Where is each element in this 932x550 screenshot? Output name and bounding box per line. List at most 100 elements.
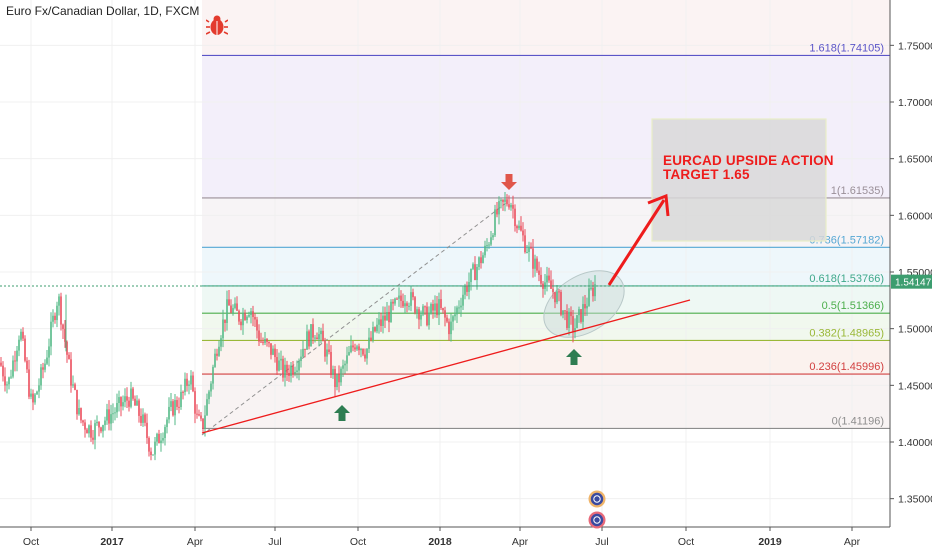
candle-body xyxy=(444,310,446,318)
highlight-ellipse[interactable] xyxy=(532,257,636,351)
candle-body xyxy=(214,353,216,367)
candle-body xyxy=(242,313,244,326)
candle-body xyxy=(192,375,194,392)
candle-body xyxy=(16,350,18,362)
candle-body xyxy=(392,301,394,304)
candle-body xyxy=(180,391,182,408)
fib-level-label: 0.236(1.45996) xyxy=(809,361,884,373)
fib-level-label: 0.5(1.51366) xyxy=(822,300,884,312)
candle-body xyxy=(220,338,222,347)
candle-body xyxy=(510,204,512,208)
support-trendline[interactable] xyxy=(201,299,691,434)
candle-body xyxy=(166,419,168,428)
candle-body xyxy=(52,315,54,322)
candle-body xyxy=(496,209,498,215)
time-tick-label: Oct xyxy=(678,536,694,548)
target-box[interactable] xyxy=(651,118,827,242)
candle-body xyxy=(330,351,332,375)
time-tick-label: 2017 xyxy=(100,536,124,548)
candle-body xyxy=(432,304,434,311)
candle-body xyxy=(502,199,504,202)
candle-body xyxy=(566,311,568,328)
candle-body xyxy=(92,437,94,440)
candle-body xyxy=(348,352,350,356)
candle-body xyxy=(388,312,390,323)
candle-body xyxy=(32,393,34,403)
projection-dashed-line[interactable] xyxy=(201,202,507,436)
candle-body xyxy=(98,421,100,428)
price-tick-label: 1.35000 xyxy=(898,494,932,506)
event-badge-icon[interactable] xyxy=(588,490,606,508)
candle-body xyxy=(364,354,366,359)
candle-body xyxy=(556,291,558,303)
candle-body xyxy=(590,287,592,289)
candle-body xyxy=(398,295,400,299)
candle-body xyxy=(318,334,320,340)
candle-body xyxy=(130,388,132,407)
trade-annotation[interactable]: EURCAD UPSIDE ACTION TARGET 1.65 xyxy=(663,154,834,182)
candle-body xyxy=(320,330,322,335)
candle-body xyxy=(316,337,318,340)
event-badge-icon[interactable] xyxy=(588,511,606,529)
candle-body xyxy=(288,372,290,377)
time-tick-label: Oct xyxy=(350,536,366,548)
candle-body xyxy=(594,284,596,297)
candle-body xyxy=(450,321,452,335)
candle-body xyxy=(116,403,118,413)
candle-body xyxy=(48,346,50,358)
time-tick-label: Apr xyxy=(187,536,204,548)
candle-body xyxy=(562,310,564,315)
target-arrow-shaft[interactable] xyxy=(607,199,666,286)
bug-icon[interactable] xyxy=(206,13,228,37)
time-tick-label: Jul xyxy=(268,536,281,548)
candle-body xyxy=(302,348,304,357)
symbol-title: Euro Fx/Canadian Dollar, 1D, FXCM xyxy=(6,4,200,18)
candle-body xyxy=(412,292,414,298)
candle-body xyxy=(20,331,22,340)
candle-body xyxy=(492,235,494,238)
candle-body xyxy=(494,209,496,236)
target-arrow-head[interactable] xyxy=(647,193,670,217)
candle-body xyxy=(132,388,134,399)
candle-body xyxy=(154,441,156,455)
candle-body xyxy=(58,296,60,306)
candle-body xyxy=(28,369,30,397)
candle-body xyxy=(588,288,590,306)
candle-body xyxy=(374,327,376,332)
candle-body xyxy=(178,406,180,408)
candle-body xyxy=(10,376,12,378)
candle-body xyxy=(356,346,358,350)
candle-body xyxy=(76,389,78,415)
candle-body xyxy=(90,425,92,438)
candle-body xyxy=(70,359,72,386)
candle-body xyxy=(524,235,526,253)
candle-body xyxy=(554,292,556,303)
time-tick-label: 2018 xyxy=(428,536,452,548)
candle-body xyxy=(454,314,456,317)
candle-body xyxy=(150,451,152,456)
candle-body xyxy=(226,299,228,323)
candle-body xyxy=(340,368,342,383)
candle-body xyxy=(2,365,4,377)
candle-body xyxy=(460,305,462,308)
candle-body xyxy=(480,257,482,264)
candle-body xyxy=(332,369,334,375)
candle-body xyxy=(62,324,64,329)
candle-body xyxy=(126,396,128,401)
candle-body xyxy=(156,433,158,442)
candle-body xyxy=(498,201,500,215)
candle-body xyxy=(196,413,198,415)
time-tick-label: Jul xyxy=(595,536,608,548)
candle-body xyxy=(534,258,536,269)
candle-body xyxy=(396,298,398,300)
annotation-line-1: EURCAD UPSIDE ACTION xyxy=(663,153,834,168)
candle-body xyxy=(516,226,518,229)
candle-body xyxy=(234,303,236,309)
candle-body xyxy=(468,282,470,292)
candle-body xyxy=(300,356,302,362)
candle-body xyxy=(550,280,552,289)
down-arrow-icon xyxy=(501,174,517,190)
